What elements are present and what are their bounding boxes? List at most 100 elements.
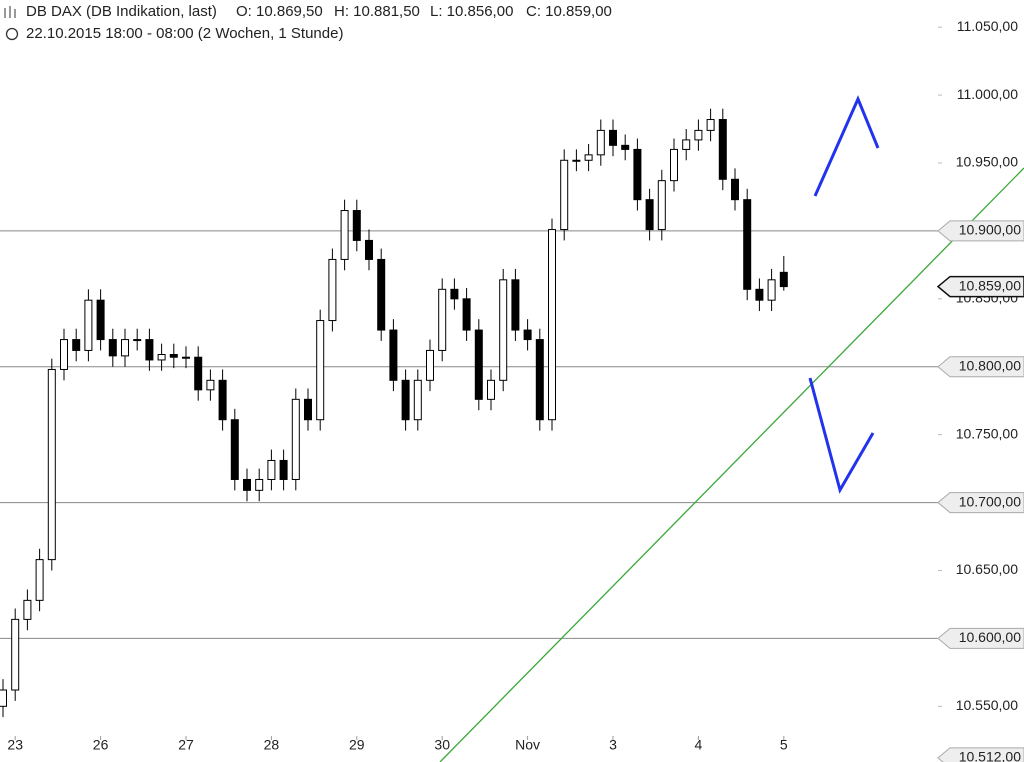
candle-body [84, 299, 93, 351]
x-tick-label: 5 [780, 737, 788, 753]
candle-body [438, 288, 447, 351]
candle-body [767, 279, 776, 301]
header: DB DAX (DB Indikation, last) O: 10.869,5… [4, 3, 612, 42]
candle-body [0, 689, 7, 707]
candle-body [328, 258, 337, 322]
candle-body [206, 379, 215, 391]
up-arrow [813, 95, 880, 197]
candle-body [548, 229, 556, 421]
candle-body [474, 329, 483, 400]
candle-body [462, 298, 471, 331]
current-tag [936, 275, 1024, 298]
current-tag-label: 10.859,00 [959, 277, 1021, 293]
y-tick-label: 10.550,00 [956, 697, 1018, 713]
candle-body [279, 459, 288, 480]
candle-body [267, 459, 276, 480]
level-tag-label: 10.600,00 [959, 629, 1021, 645]
candle-body [194, 356, 203, 391]
x-tick-label: 3 [609, 737, 617, 753]
candle-body [121, 339, 129, 357]
y-tick-label: 10.750,00 [956, 425, 1018, 441]
x-tick-label: 27 [178, 737, 194, 753]
candle-body [35, 559, 44, 601]
candle-body [316, 320, 325, 421]
clock-icon [5, 27, 19, 41]
level-tag-label: 10.700,00 [959, 493, 1021, 509]
candle-body [596, 129, 605, 156]
candle-body [157, 354, 166, 361]
candle-body [718, 119, 727, 180]
candle-body [60, 339, 68, 370]
candle-body [633, 148, 642, 201]
level-tag [937, 492, 1024, 514]
candle-body [108, 339, 117, 357]
candle-body [230, 419, 239, 480]
x-tick-label: 26 [93, 737, 109, 753]
candle-body [72, 339, 81, 351]
candle-body [377, 258, 386, 331]
candle-body [133, 339, 142, 342]
y-tick-label: 10.650,00 [956, 561, 1018, 577]
close-info: C: 10.859,00 [526, 3, 612, 20]
candle-body [365, 239, 373, 260]
plot [0, 108, 938, 718]
level-tag [937, 627, 1024, 649]
candle-body [413, 379, 422, 421]
x-tick-label: 23 [7, 737, 23, 753]
bottom-tag-label: 10.512,00 [959, 749, 1021, 762]
candle-body [145, 339, 154, 361]
candle-body [499, 279, 508, 381]
high-info: H: 10.881,50 [334, 3, 420, 20]
candle-icon [4, 6, 16, 18]
candle-body [645, 199, 654, 231]
candle-body [304, 398, 312, 421]
candle-body [352, 210, 361, 241]
candle-body [584, 154, 593, 161]
candle-body [96, 299, 105, 341]
x-tick-label: 29 [349, 737, 365, 753]
candle-body [255, 478, 264, 491]
y-tick-label: 10.950,00 [956, 154, 1018, 170]
low-info: L: 10.856,00 [430, 3, 513, 20]
symbol: DB DAX (DB Indikation, last) [26, 3, 217, 20]
candle-body [426, 349, 434, 381]
candle-body [523, 329, 532, 341]
candle-body [389, 329, 398, 381]
y-tick-label: 11.050,00 [957, 18, 1018, 34]
candle-body [218, 379, 227, 421]
candle-body [243, 478, 251, 491]
candle-body [535, 339, 544, 421]
candle-body [182, 356, 190, 359]
down-arrow [808, 377, 875, 494]
candle-body [340, 210, 349, 260]
candle-body [731, 178, 739, 201]
x-tick-label: 28 [264, 737, 280, 753]
candle-body [487, 379, 495, 400]
x-tick-label: 30 [434, 737, 450, 753]
trend-line [439, 167, 1024, 762]
candle-body [11, 618, 20, 691]
candle-body [779, 271, 788, 288]
x-tick-label: Nov [515, 737, 540, 753]
candle-body [23, 599, 32, 620]
period: 22.10.2015 18:00 - 08:00 (2 Wochen, 1 St… [26, 25, 343, 42]
level-tag [937, 356, 1024, 378]
candle-body [609, 129, 617, 146]
x-tick-label: 4 [695, 737, 703, 753]
candle-body [706, 119, 715, 131]
candle-body [657, 180, 666, 231]
candle-body [694, 129, 703, 141]
candle-body [291, 398, 300, 480]
candle-body [621, 144, 630, 150]
candle-body [743, 199, 752, 290]
candle-body [572, 159, 581, 162]
candle-body [560, 159, 569, 231]
candle-body [511, 279, 520, 331]
candle-body [47, 368, 56, 561]
level-tag [937, 220, 1024, 242]
candle-body [450, 288, 459, 300]
bottom-tag [937, 747, 1024, 762]
candle-body [169, 354, 178, 358]
